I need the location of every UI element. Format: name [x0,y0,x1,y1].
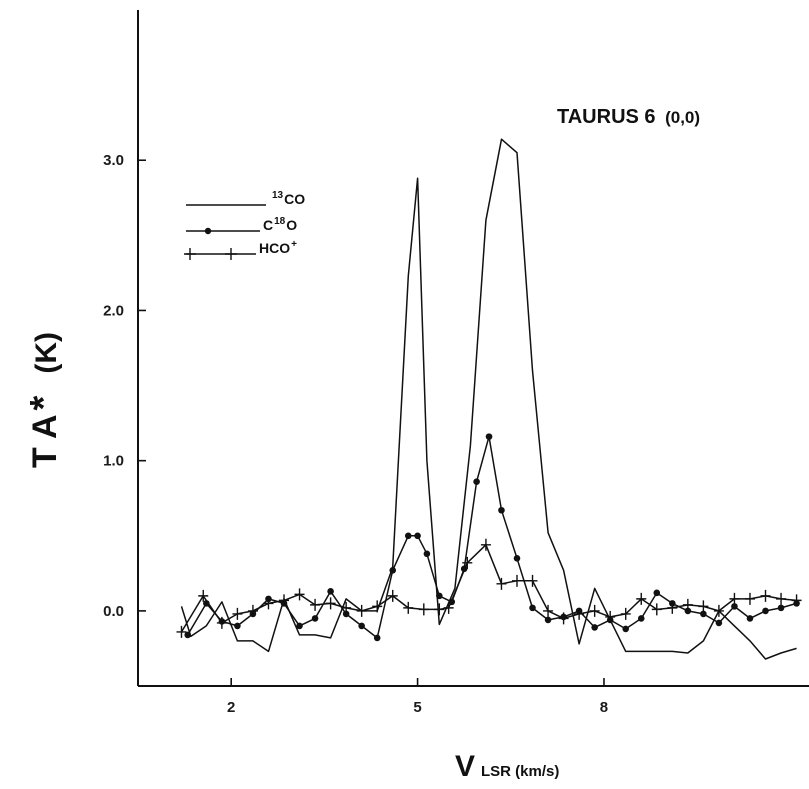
point-hco [387,589,398,602]
point-c18o [529,604,536,612]
point-hco [667,601,678,614]
svg-text:T A*(K): T A*(K) [23,332,65,468]
legend: 13CO C18O HCO+ [184,190,305,260]
point-hco [511,574,522,587]
point-hco [279,594,290,607]
point-hco [263,597,274,610]
point-c18o [358,622,365,630]
point-hco [310,598,321,611]
legend-label-c18o: C18O [263,216,297,233]
point-c18o [731,603,738,610]
point-hco [176,625,187,638]
point-hco [496,577,507,590]
point-hco [636,592,647,605]
point-hco [776,592,787,605]
point-c18o [234,622,241,630]
point-hco [294,588,305,601]
point-c18o [389,567,397,574]
series-layer [176,138,802,660]
y-tick-label-0: 0.0 [103,603,124,620]
point-c18o [777,604,785,612]
point-hco [434,603,445,616]
series-line-13co [180,138,797,660]
point-c18o [296,622,303,630]
series-line-hco [180,544,797,633]
point-c18o [762,607,769,615]
y-tick-label-3: 3.0 [103,152,124,169]
point-hco [791,594,802,607]
point-hco [713,604,724,617]
point-hco [574,607,585,620]
point-hco [729,592,740,605]
point-c18o [513,555,521,562]
point-hco [232,607,243,620]
chart-title: TAURUS 6 (0,0) [557,106,700,128]
point-c18o [327,588,334,595]
point-c18o [622,625,630,633]
point-c18o [404,532,412,540]
point-c18o [373,634,381,642]
point-c18o [485,433,493,440]
point-c18o [311,615,319,622]
point-hco [198,589,209,602]
point-c18o [715,619,723,627]
point-hco [558,612,569,625]
point-hco [480,538,491,551]
point-hco [760,589,771,602]
axis-ticks: 0.0 1.0 2.0 3.0 2 5 8 [103,152,608,716]
point-c18o [498,506,505,514]
y-tick-label-2: 2.0 [103,302,124,319]
legend-marker-c18o [204,227,212,235]
point-hco [589,604,600,617]
point-c18o [436,592,443,600]
y-axis-label: T A*(K) [23,332,65,468]
point-hco [341,601,352,614]
point-hco [216,616,227,629]
point-hco [418,603,429,616]
point-hco [698,600,709,613]
point-hco [443,601,454,614]
point-hco [605,610,616,623]
point-hco [651,603,662,616]
x-tick-label-1: 5 [413,699,421,716]
point-hco [527,574,538,587]
point-hco [744,592,755,605]
x-axis-label: V LSR (km/s) [455,750,559,783]
point-c18o [414,532,421,540]
legend-marker-hco-1 [184,248,196,260]
legend-label-hco: HCO+ [259,239,297,256]
point-c18o [684,607,692,615]
point-hco [372,600,383,613]
point-c18o [544,616,552,624]
point-c18o [342,610,350,618]
point-c18o [184,631,192,639]
point-hco [356,604,367,617]
y-tick-label-1: 1.0 [103,453,124,470]
x-tick-label-0: 2 [227,699,235,716]
point-hco [403,601,414,614]
point-c18o [700,610,707,618]
point-hco [620,607,631,620]
point-hco [682,598,693,611]
point-hco [543,604,554,617]
point-c18o [653,589,661,597]
legend-marker-hco-2 [225,248,237,260]
point-c18o [637,615,645,622]
point-c18o [746,615,754,622]
point-c18o [591,624,598,631]
point-hco [247,604,258,617]
point-hco [462,556,473,569]
point-c18o [423,550,431,558]
point-hco [325,597,336,610]
point-c18o [473,478,480,485]
legend-label-13co: 13CO [272,190,305,207]
x-tick-label-2: 8 [600,699,608,716]
